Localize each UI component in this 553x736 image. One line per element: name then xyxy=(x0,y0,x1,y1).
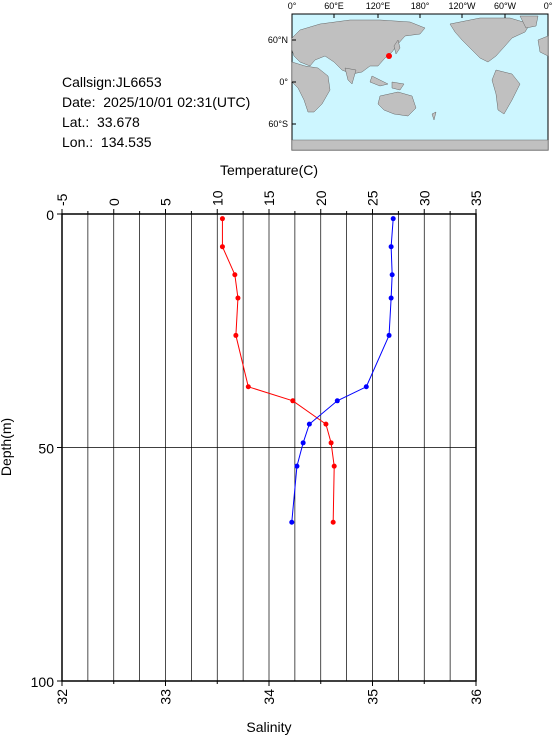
depth-tick-label: 100 xyxy=(31,674,55,690)
temperature-point xyxy=(323,421,329,427)
salinity-line xyxy=(291,218,394,523)
salinity-point xyxy=(306,421,312,427)
map-lon-label: 120°W xyxy=(448,1,476,11)
salinity-point xyxy=(300,440,306,446)
depth-tick-label: 0 xyxy=(46,207,54,223)
top-tick-label: 15 xyxy=(261,190,277,206)
map-lon-label: 60°W xyxy=(494,1,517,11)
top-tick-label: 20 xyxy=(313,190,329,206)
bottom-tick-label: 36 xyxy=(468,689,484,705)
salinity-point xyxy=(390,216,396,222)
top-tick-label: 10 xyxy=(209,190,225,206)
map-land xyxy=(291,15,549,151)
salinity-point xyxy=(363,384,369,390)
salinity-point xyxy=(294,463,300,469)
depth-tick-label: 50 xyxy=(38,441,54,457)
temperature-point xyxy=(245,384,251,390)
salinity-point xyxy=(289,519,295,525)
map-lon-labels: 0° 60°E 120°E 180° 120°W 60°W 0° xyxy=(288,1,553,18)
map-lon-label: 0° xyxy=(544,1,553,11)
temperature-point xyxy=(232,272,238,278)
temperature-point xyxy=(219,216,225,222)
salinity-point xyxy=(388,244,394,250)
salinity-point xyxy=(386,332,392,338)
map-lon-label: 0° xyxy=(288,1,297,11)
bottom-tick-label: 33 xyxy=(158,689,174,705)
station-info: Callsign:JL6653 Date: 2025/10/01 02:31(U… xyxy=(62,72,250,152)
map-lat-label: 0° xyxy=(279,77,288,87)
callsign-text: Callsign:JL6653 xyxy=(62,74,162,90)
map-lat-labels: 60°N 0° 60°S xyxy=(268,35,296,129)
latitude-text: Lat.: 33.678 xyxy=(62,114,140,130)
date-text: Date: 2025/10/01 02:31(UTC) xyxy=(62,94,251,110)
chart-grid xyxy=(62,214,476,681)
top-tick-label: -5 xyxy=(54,193,70,206)
top-tick-label: 25 xyxy=(365,190,381,206)
top-tick-label: 30 xyxy=(416,190,432,206)
map-lat-label: 60°S xyxy=(268,119,288,129)
temperature-point xyxy=(233,332,239,338)
top-tick-label: 0 xyxy=(106,198,122,206)
temperature-point xyxy=(235,295,241,301)
top-tick-label: 35 xyxy=(468,190,484,206)
temperature-point xyxy=(219,244,225,250)
temperature-line xyxy=(221,218,335,523)
top-tick-label: 5 xyxy=(158,198,174,206)
station-marker xyxy=(386,53,392,59)
temperature-point xyxy=(328,440,334,446)
map-lon-label: 120°E xyxy=(366,1,391,11)
bottom-axis-title: Salinity xyxy=(246,719,291,735)
chart-series xyxy=(219,216,396,525)
bottom-tick-label: 35 xyxy=(365,689,381,705)
map-lon-label: 60°E xyxy=(324,1,344,11)
longitude-text: Lon.: 134.535 xyxy=(62,134,152,150)
temperature-point xyxy=(331,463,337,469)
bottom-tick-label: 32 xyxy=(54,689,70,705)
salinity-point xyxy=(334,398,340,404)
salinity-point xyxy=(389,272,395,278)
temperature-point xyxy=(290,398,296,404)
temperature-point xyxy=(330,519,336,525)
top-axis-title: Temperature(C) xyxy=(220,162,318,178)
y-axis-title: Depth(m) xyxy=(0,418,14,476)
map-lat-label: 60°N xyxy=(268,35,288,45)
map-lon-label: 180° xyxy=(411,1,430,11)
salinity-point xyxy=(388,295,394,301)
bottom-tick-label: 34 xyxy=(261,689,277,705)
